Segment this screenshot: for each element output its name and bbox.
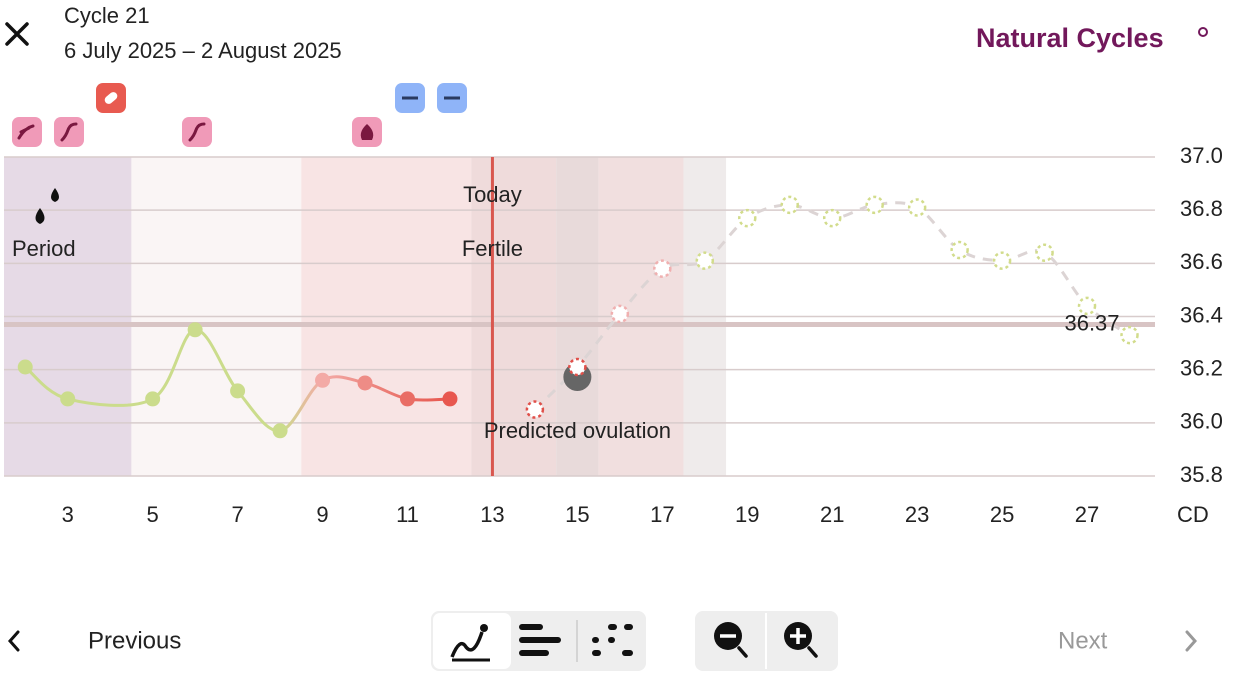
temperature-point [610, 304, 630, 324]
temperature-point [907, 198, 927, 217]
symptom-icon[interactable] [54, 117, 84, 147]
temperature-point [145, 391, 161, 407]
temperature-point [738, 208, 757, 228]
x-tick-label: 13 [480, 502, 504, 527]
fertile-label: Fertile [462, 236, 523, 261]
previous-label: Previous [88, 627, 181, 654]
zoom-in-button[interactable] [784, 622, 818, 658]
dots-view-button[interactable] [592, 624, 633, 656]
ovulation-label: Predicted ovulation [484, 418, 671, 443]
y-tick-label: 36.6 [1180, 249, 1223, 274]
temperature-point [950, 240, 969, 260]
y-tick-label: 36.0 [1180, 409, 1223, 434]
temperature-point [1120, 325, 1139, 345]
x-tick-label: 21 [820, 502, 844, 527]
x-axis-label: CD [1177, 502, 1209, 527]
temperature-point [865, 195, 884, 215]
temperature-point [780, 195, 799, 215]
temperature-point [230, 383, 246, 399]
today-label: Today [463, 182, 522, 207]
next-label: Next [1058, 627, 1108, 654]
temperature-point [695, 251, 715, 270]
x-tick-label: 27 [1075, 502, 1099, 527]
x-tick-label: 7 [231, 502, 243, 527]
x-tick-label: 5 [147, 502, 159, 527]
close-button[interactable] [5, 22, 29, 46]
view-toggle [431, 611, 646, 671]
temperature-chart: 35.8 36.0 36.2 36.4 36.6 36.8 37.0 3 5 7 9 11 13 15 17… [4, 143, 1223, 527]
cycle-title: Cycle 21 [64, 3, 150, 28]
x-tick-label: 9 [316, 502, 328, 527]
x-tick-label: 17 [650, 502, 674, 527]
temperature-point [187, 322, 203, 338]
temperature-point [568, 357, 587, 377]
zoom-controls [695, 611, 838, 671]
temperature-point [399, 391, 415, 407]
x-tick-label: 3 [62, 502, 74, 527]
next-button[interactable]: Next [1058, 627, 1198, 654]
y-tick-label: 36.4 [1180, 302, 1223, 327]
x-tick-label: 11 [396, 502, 419, 527]
symptom-icon[interactable] [182, 117, 212, 147]
period-label: Period [12, 236, 76, 261]
brand-logo: Natural Cycles [976, 23, 1164, 53]
temperature-point [272, 423, 288, 439]
y-tick-label: 36.2 [1180, 355, 1223, 380]
list-view-button[interactable] [519, 624, 561, 656]
x-tick-label: 19 [735, 502, 759, 527]
coverline-label: 36.37 [1064, 310, 1119, 335]
previous-button[interactable]: Previous [7, 627, 181, 654]
temperature-point [17, 359, 33, 375]
cycle-dates: 6 July 2025 – 2 August 2025 [64, 38, 342, 63]
temperature-point [1035, 243, 1054, 262]
event-icons [12, 83, 467, 147]
symptom-icon[interactable] [12, 117, 42, 147]
temperature-point [442, 391, 458, 407]
y-tick-label: 36.8 [1180, 196, 1223, 221]
temperature-point [315, 372, 331, 388]
temperature-point [653, 259, 672, 278]
x-tick-label: 25 [990, 502, 1014, 527]
period-drops [35, 188, 59, 224]
temperature-point [992, 251, 1012, 270]
temperature-point [60, 391, 76, 407]
x-tick-label: 23 [905, 502, 929, 527]
temperature-point [357, 375, 373, 391]
temperature-point [822, 208, 842, 228]
temperature-point [1077, 296, 1097, 316]
y-tick-label: 37.0 [1180, 143, 1223, 168]
x-tick-label: 15 [565, 502, 589, 527]
y-tick-label: 35.8 [1180, 462, 1223, 487]
brand-mark [1198, 27, 1208, 37]
temperature-point [525, 400, 545, 419]
zoom-out-button[interactable] [714, 622, 748, 658]
temperature-line [24, 328, 450, 433]
